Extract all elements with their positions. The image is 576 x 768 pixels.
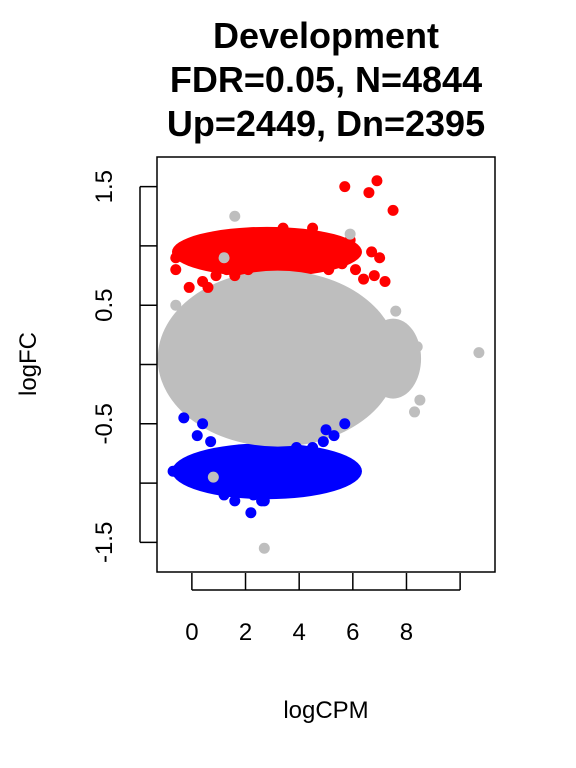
down-point — [258, 477, 270, 489]
up-point — [229, 270, 241, 282]
ns-point — [170, 299, 182, 311]
x-tick-label: 2 — [239, 619, 252, 646]
down-point — [290, 442, 302, 453]
x-tick-label: 0 — [185, 619, 198, 646]
up-point — [245, 252, 257, 264]
ns-point — [344, 228, 356, 240]
x-axis-label: logCPM — [283, 697, 368, 724]
ns-point — [390, 305, 402, 317]
up-point — [264, 234, 276, 246]
ns-cloud — [157, 270, 398, 447]
x-tick-label: 8 — [400, 619, 413, 646]
down-point — [231, 459, 243, 471]
down-point — [266, 471, 278, 483]
up-point — [202, 281, 214, 293]
down-point — [299, 459, 311, 471]
up-point — [170, 264, 182, 276]
down-point — [178, 412, 190, 424]
down-point — [317, 436, 329, 448]
up-point — [379, 276, 391, 287]
data-points — [167, 175, 485, 554]
down-point — [223, 465, 235, 477]
chart-title: Development FDR=0.05, N=4844 Up=2449, Dn… — [167, 15, 485, 144]
down-point — [307, 442, 319, 453]
down-point — [215, 447, 227, 459]
up-point — [183, 281, 195, 293]
y-tick-label: 0.5 — [91, 289, 118, 322]
down-point — [237, 483, 249, 495]
ns-point — [400, 335, 412, 347]
x-tick-label: 4 — [292, 619, 305, 646]
ns-point — [229, 210, 241, 222]
y-tick-label: 1.5 — [91, 170, 118, 203]
down-point — [258, 495, 270, 507]
up-point — [317, 240, 329, 252]
up-point — [387, 204, 399, 216]
up-point — [234, 240, 246, 252]
up-point — [363, 187, 375, 199]
ns-point — [207, 471, 219, 483]
up-point — [221, 264, 233, 276]
down-point — [328, 430, 340, 442]
down-point — [191, 430, 203, 442]
down-point — [218, 489, 230, 501]
down-point — [197, 418, 209, 430]
up-point — [285, 234, 297, 246]
ns-cloud-left — [169, 319, 230, 410]
down-point — [229, 495, 241, 507]
down-point — [309, 453, 321, 465]
up-point — [366, 246, 378, 258]
up-point — [336, 258, 348, 270]
up-point — [301, 246, 313, 258]
y-axis: -1.5 -0.5 0.5 1.5 — [91, 170, 157, 563]
down-point — [320, 424, 332, 436]
up-point — [312, 252, 324, 264]
ns-point — [186, 370, 198, 382]
ns-cloud-right — [365, 318, 422, 399]
up-point — [293, 228, 305, 240]
ns-point — [473, 347, 485, 359]
down-point — [245, 507, 257, 519]
up-point — [210, 270, 222, 282]
up-point — [368, 270, 380, 282]
up-point — [371, 175, 383, 187]
ns-point — [411, 341, 423, 353]
y-axis-label: logFC — [15, 332, 42, 396]
ns-point — [266, 359, 278, 370]
ns-point — [414, 394, 426, 406]
title-line-1: Development — [213, 15, 439, 56]
ns-point — [218, 252, 230, 264]
down-point — [339, 418, 351, 430]
up-point — [350, 264, 362, 276]
up-point — [277, 222, 289, 234]
title-line-2: FDR=0.05, N=4844 — [170, 59, 482, 100]
up-point — [323, 264, 335, 276]
down-point — [280, 471, 292, 483]
y-tick-label: -1.5 — [91, 522, 118, 563]
up-point — [328, 246, 340, 258]
up-point — [358, 273, 370, 285]
ns-point — [258, 542, 270, 554]
x-tick-label: 6 — [346, 619, 359, 646]
down-point — [285, 453, 297, 465]
x-axis: 0 2 4 6 8 — [185, 573, 461, 646]
up-point — [242, 264, 254, 276]
ns-point — [409, 406, 421, 418]
down-point — [205, 436, 217, 448]
up-point — [256, 240, 268, 252]
y-tick-label: -0.5 — [91, 403, 118, 444]
up-band — [171, 226, 362, 277]
down-band — [171, 443, 362, 500]
up-point — [170, 252, 182, 264]
up-point — [374, 252, 386, 264]
title-line-3: Up=2449, Dn=2395 — [167, 103, 485, 144]
down-point — [274, 459, 286, 471]
down-point — [167, 465, 179, 477]
up-point — [339, 181, 351, 193]
down-point — [248, 489, 260, 501]
up-point — [307, 222, 319, 234]
up-point — [290, 246, 302, 258]
ns-point — [382, 382, 394, 394]
